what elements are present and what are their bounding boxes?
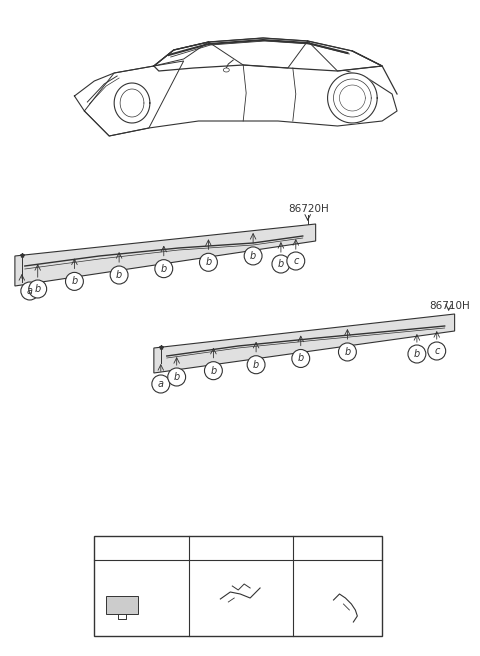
Circle shape xyxy=(100,540,116,556)
Circle shape xyxy=(110,266,128,284)
Text: b: b xyxy=(35,284,41,294)
Text: b: b xyxy=(250,251,256,261)
Polygon shape xyxy=(15,224,316,286)
Text: 87235A: 87235A xyxy=(211,543,249,553)
Text: 86710H: 86710H xyxy=(429,301,469,311)
Circle shape xyxy=(192,540,208,556)
Circle shape xyxy=(297,540,312,556)
Text: c: c xyxy=(434,346,439,356)
Text: 87258: 87258 xyxy=(301,579,329,588)
Circle shape xyxy=(168,368,186,386)
Circle shape xyxy=(29,280,47,298)
Text: a: a xyxy=(27,286,33,296)
Text: c: c xyxy=(302,543,307,553)
Circle shape xyxy=(338,343,356,361)
Text: a: a xyxy=(105,543,111,553)
Text: b: b xyxy=(174,372,180,382)
Circle shape xyxy=(204,361,222,380)
Text: b: b xyxy=(72,276,78,287)
Polygon shape xyxy=(327,73,377,123)
Text: b: b xyxy=(116,270,122,280)
Text: b: b xyxy=(278,259,284,269)
Text: b: b xyxy=(253,359,259,370)
Circle shape xyxy=(428,342,445,360)
Text: a: a xyxy=(158,379,164,389)
Circle shape xyxy=(155,260,173,277)
Circle shape xyxy=(200,253,217,272)
Circle shape xyxy=(287,252,305,270)
Circle shape xyxy=(21,282,39,300)
Polygon shape xyxy=(74,56,397,136)
Text: b: b xyxy=(344,347,350,357)
Polygon shape xyxy=(114,83,150,123)
Text: c: c xyxy=(293,256,299,266)
Text: b: b xyxy=(197,543,204,553)
Text: b: b xyxy=(210,365,216,376)
Text: b: b xyxy=(298,354,304,363)
Circle shape xyxy=(292,350,310,367)
Circle shape xyxy=(272,255,290,273)
Polygon shape xyxy=(154,38,382,71)
Circle shape xyxy=(244,247,262,265)
Circle shape xyxy=(247,356,265,374)
Circle shape xyxy=(408,345,426,363)
Ellipse shape xyxy=(223,68,229,72)
Text: b: b xyxy=(205,257,212,267)
Circle shape xyxy=(152,375,170,393)
Text: 87257: 87257 xyxy=(301,567,329,577)
Text: 87255A: 87255A xyxy=(102,567,137,577)
Circle shape xyxy=(65,272,84,291)
Polygon shape xyxy=(154,314,455,373)
FancyBboxPatch shape xyxy=(106,596,138,614)
Text: 87256A: 87256A xyxy=(102,579,137,588)
FancyBboxPatch shape xyxy=(94,536,382,636)
Text: 86720H: 86720H xyxy=(288,204,329,214)
Text: b: b xyxy=(414,349,420,359)
Text: b: b xyxy=(161,264,167,274)
